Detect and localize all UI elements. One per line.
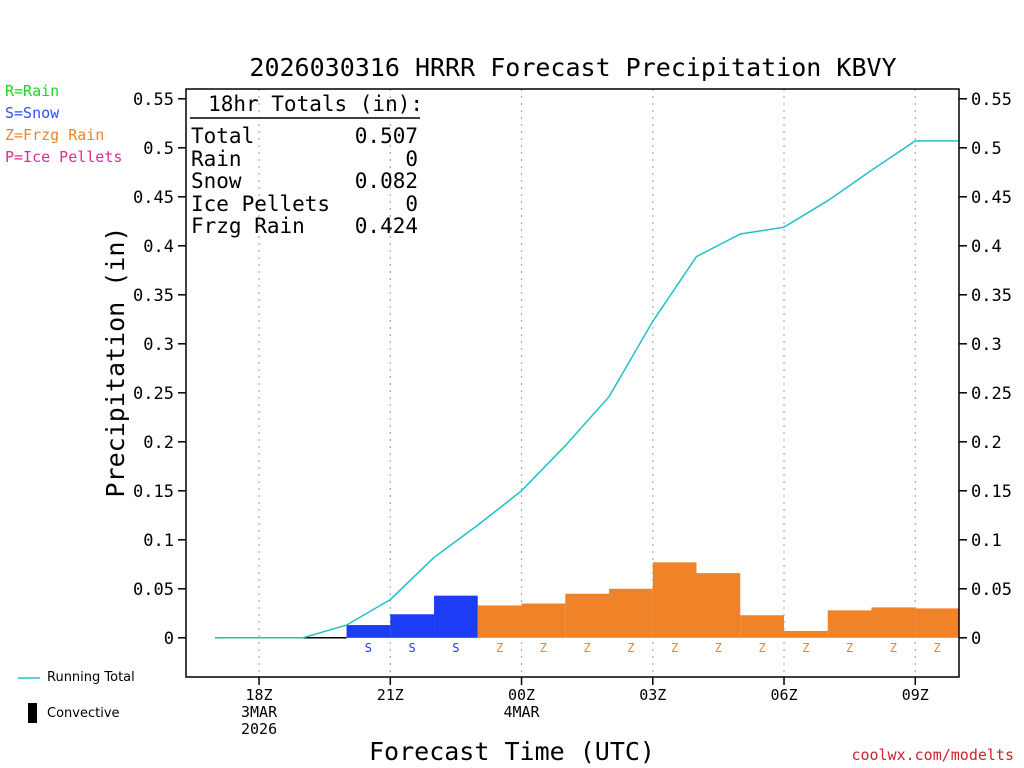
- totals-value-rain: 0: [405, 147, 418, 171]
- ytick-label-left-0: 0: [164, 629, 174, 649]
- ytick-label-right-2: 0.1: [971, 531, 1002, 551]
- convective-legend-swatch: [28, 703, 37, 723]
- bar-7: [521, 603, 566, 638]
- xtick-label-1-0: 21Z: [377, 686, 404, 704]
- bar-11: [696, 573, 741, 638]
- xtick-label-5-0: 09Z: [902, 686, 929, 704]
- ytick-label-left-10: 0.5: [143, 139, 174, 159]
- bar-10: [652, 562, 697, 638]
- ytick-label-left-1: 0.05: [133, 580, 174, 600]
- type-label-7: Z: [540, 641, 547, 655]
- xtick-label-0-0: 18Z: [246, 686, 273, 704]
- source-credit: coolwx.com/modelts: [851, 746, 1014, 764]
- ytick-label-right-10: 0.5: [971, 139, 1002, 159]
- bar-15: [871, 607, 916, 638]
- totals-value-snow: 0.082: [355, 169, 418, 193]
- left-y-axis: 0 0.05 0.1 0.15 0.2 0.25 0.3 0.35 0.4 0.45 0.5 0.55: [133, 90, 186, 649]
- ytick-label-right-0: 0: [971, 629, 981, 649]
- type-label-4: S: [409, 641, 416, 655]
- bar-6: [477, 605, 522, 638]
- type-label-6: Z: [496, 641, 503, 655]
- ytick-label-left-2: 0.1: [143, 531, 174, 551]
- type-label-9: Z: [627, 641, 634, 655]
- ytick-label-left-6: 0.3: [143, 335, 174, 355]
- totals-header: 18hr Totals (in):: [208, 92, 423, 116]
- ytick-label-left-9: 0.45: [133, 188, 174, 208]
- totals-label-total: Total: [191, 124, 254, 148]
- type-label-16: Z: [934, 641, 941, 655]
- xtick-label-2-1: 4MAR: [503, 703, 540, 721]
- vertical-gridlines: [258, 89, 916, 677]
- totals-label-ice-pellets: Ice Pellets: [191, 192, 330, 216]
- bar-5: [434, 595, 478, 638]
- chart-title: 2026030316 HRRR Forecast Precipitation K…: [249, 53, 896, 82]
- running-total-line: [215, 140, 959, 639]
- type-label-12: Z: [759, 641, 766, 655]
- legend-snow: S=Snow: [5, 104, 60, 122]
- xtick-label-2-0: 00Z: [508, 686, 535, 704]
- convective-legend-label: Convective: [47, 706, 120, 721]
- bar-13: [784, 630, 828, 638]
- ytick-label-right-4: 0.2: [971, 433, 1002, 453]
- xtick-label-3-0: 03Z: [639, 686, 666, 704]
- precip-bars: [215, 562, 959, 639]
- xtick-label-4-0: 06Z: [770, 686, 797, 704]
- ytick-label-right-5: 0.25: [971, 384, 1012, 404]
- xtick-label-0-1: 3MAR: [241, 703, 278, 721]
- xtick-label-0-2: 2026: [241, 720, 277, 738]
- x-axis-label: Forecast Time (UTC): [369, 737, 655, 766]
- totals-box: 18hr Totals (in): Total 0.507 Rain 0 Sno…: [190, 92, 423, 238]
- y-axis-label: Precipitation (in): [101, 227, 130, 498]
- bar-8: [565, 593, 610, 638]
- bar-16: [915, 608, 959, 638]
- ytick-label-left-4: 0.2: [143, 433, 174, 453]
- totals-value-ice-pellets: 0: [405, 192, 418, 216]
- plot-frame: [185, 88, 960, 678]
- type-label-3: S: [365, 641, 372, 655]
- ytick-label-right-7: 0.35: [971, 286, 1012, 306]
- ytick-label-left-8: 0.4: [143, 237, 174, 257]
- legend-ice-pellets: P=Ice Pellets: [5, 148, 123, 166]
- type-label-10: Z: [671, 641, 678, 655]
- ytick-label-left-11: 0.55: [133, 90, 174, 110]
- ytick-label-right-3: 0.15: [971, 482, 1012, 502]
- bar-12: [740, 615, 785, 638]
- ytick-label-left-7: 0.35: [133, 286, 174, 306]
- totals-value-frzg-rain: 0.424: [355, 214, 418, 238]
- bar-4: [390, 614, 435, 638]
- ytick-label-right-8: 0.4: [971, 237, 1002, 257]
- bar-14: [827, 610, 872, 638]
- type-label-5: S: [452, 641, 459, 655]
- totals-label-rain: Rain: [191, 147, 242, 171]
- bar-3: [346, 625, 391, 638]
- ytick-label-left-3: 0.15: [133, 482, 174, 502]
- ytick-label-left-5: 0.25: [133, 384, 174, 404]
- type-label-11: Z: [715, 641, 722, 655]
- ytick-label-right-11: 0.55: [971, 90, 1012, 110]
- legend-frzg-rain: Z=Frzg Rain: [5, 126, 105, 144]
- legend-rain: R=Rain: [5, 82, 60, 100]
- ytick-label-right-1: 0.05: [971, 580, 1012, 600]
- ytick-label-right-9: 0.45: [971, 188, 1012, 208]
- running-total-legend-label: Running Total: [47, 670, 135, 685]
- totals-label-frzg-rain: Frzg Rain: [191, 214, 305, 238]
- right-y-axis: 0 0.05 0.1 0.15 0.2 0.25 0.3 0.35 0.4 0.45 0.5 0.55: [959, 90, 1012, 649]
- precip-type-legend: R=Rain S=Snow Z=Frzg Rain P=Ice Pellets: [5, 80, 122, 168]
- type-label-14: Z: [846, 641, 853, 655]
- type-label-15: Z: [890, 641, 897, 655]
- bar-9: [609, 588, 653, 638]
- totals-value-total: 0.507: [355, 124, 418, 148]
- type-label-13: Z: [802, 641, 809, 655]
- totals-label-snow: Snow: [191, 169, 242, 193]
- ytick-label-right-6: 0.3: [971, 335, 1002, 355]
- type-label-8: Z: [584, 641, 591, 655]
